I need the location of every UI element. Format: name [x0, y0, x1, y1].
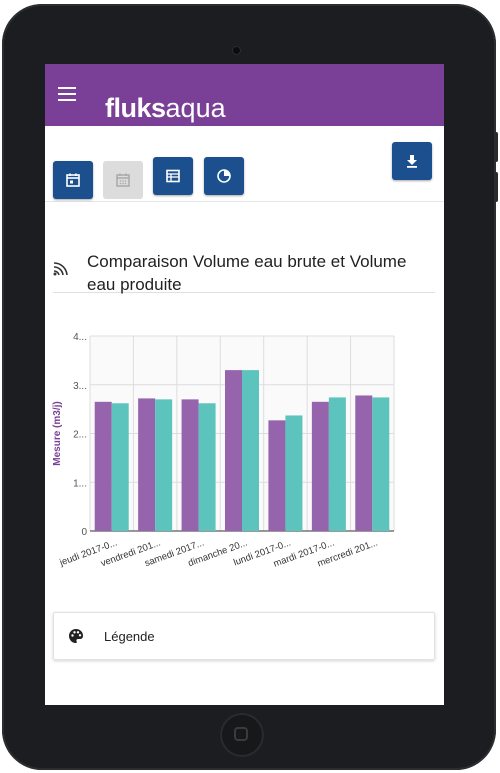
pie-chart-icon — [217, 169, 231, 183]
bar-series-2 — [111, 403, 129, 531]
brand-bold: fluks — [105, 93, 166, 123]
y-tick-label: 2... — [73, 430, 87, 441]
download-icon — [407, 155, 417, 168]
bar-series-1 — [355, 395, 373, 531]
brand-light: aqua — [165, 93, 226, 123]
daily-view-button[interactable] — [53, 161, 93, 199]
bar-series-2 — [285, 415, 303, 531]
y-axis-label: Mesure (m3/j) — [52, 401, 63, 465]
bar-series-2 — [198, 403, 216, 531]
bar-series-2 — [328, 397, 346, 531]
bar-chart: 01...2...3...4...jeudi 2017-0...vendredi… — [52, 332, 395, 570]
palette-icon — [69, 629, 83, 643]
y-tick-label: 0 — [81, 527, 87, 538]
app-header: fluksaqua — [45, 64, 444, 126]
bar-series-1 — [311, 401, 329, 531]
bar-series-1 — [94, 401, 112, 531]
app-screen: fluksaqua — [45, 64, 444, 705]
table-view-button[interactable] — [153, 157, 193, 195]
bar-series-1 — [138, 398, 156, 531]
y-tick-label: 4... — [73, 332, 87, 343]
y-tick-label: 1... — [73, 478, 87, 489]
download-button[interactable] — [392, 142, 432, 180]
bar-series-1 — [181, 399, 199, 531]
chart-title: Comparaison Volume eau brute et Volume e… — [87, 252, 407, 294]
bar-series-2 — [242, 370, 259, 531]
legend-panel[interactable]: Légende — [53, 612, 435, 660]
bar-series-2 — [155, 399, 173, 531]
brand-logo: fluksaqua — [105, 95, 226, 122]
pie-chart-view-button[interactable] — [204, 157, 244, 195]
legend-label: Légende — [104, 629, 155, 644]
table-icon — [166, 169, 180, 183]
home-button[interactable] — [220, 713, 264, 757]
calendar-day-icon — [66, 173, 80, 187]
calendar-icon — [116, 173, 130, 187]
calendar-view-button[interactable] — [103, 161, 143, 199]
tablet-side-button — [494, 172, 498, 202]
y-tick-label: 3... — [73, 381, 87, 392]
bar-series-1 — [268, 420, 286, 531]
bar-series-1 — [225, 370, 242, 531]
tablet-camera — [233, 47, 240, 54]
chart-card-header: Comparaison Volume eau brute et Volume e… — [53, 242, 435, 294]
bar-series-2 — [372, 397, 390, 531]
tablet-side-button — [494, 132, 498, 162]
hamburger-menu-icon[interactable] — [58, 87, 76, 101]
signal-icon — [53, 262, 68, 276]
